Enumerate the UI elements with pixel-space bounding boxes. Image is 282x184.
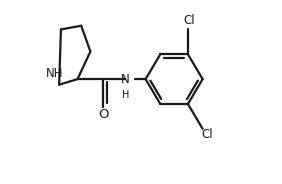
Text: N: N [121, 73, 130, 86]
Text: Cl: Cl [183, 14, 195, 27]
Text: O: O [98, 109, 109, 121]
Text: Cl: Cl [201, 128, 213, 141]
Text: NH: NH [46, 67, 64, 80]
Text: H: H [122, 90, 129, 100]
